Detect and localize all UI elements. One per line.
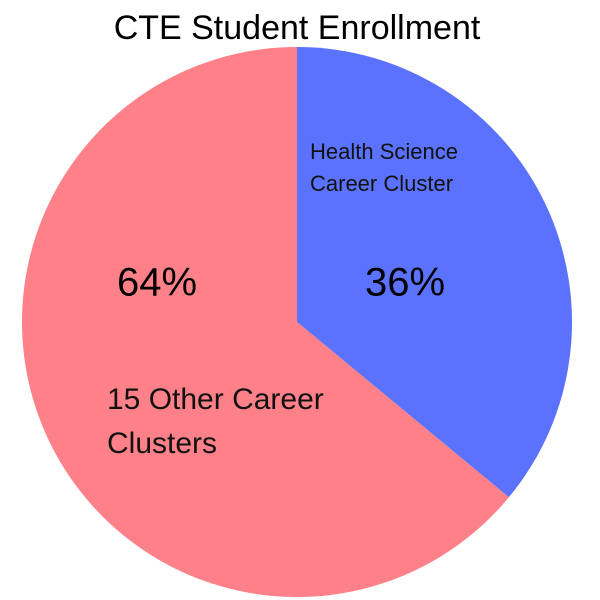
category-label: Health Science Career Cluster [310, 139, 458, 196]
chart-title: CTE Student Enrollment [114, 9, 481, 47]
category-label: 15 Other Career Clusters [107, 383, 324, 460]
value-label: 64% [117, 261, 197, 305]
pie-slice [21, 47, 509, 597]
pie-slice [297, 47, 572, 498]
value-label: 36% [365, 261, 445, 305]
